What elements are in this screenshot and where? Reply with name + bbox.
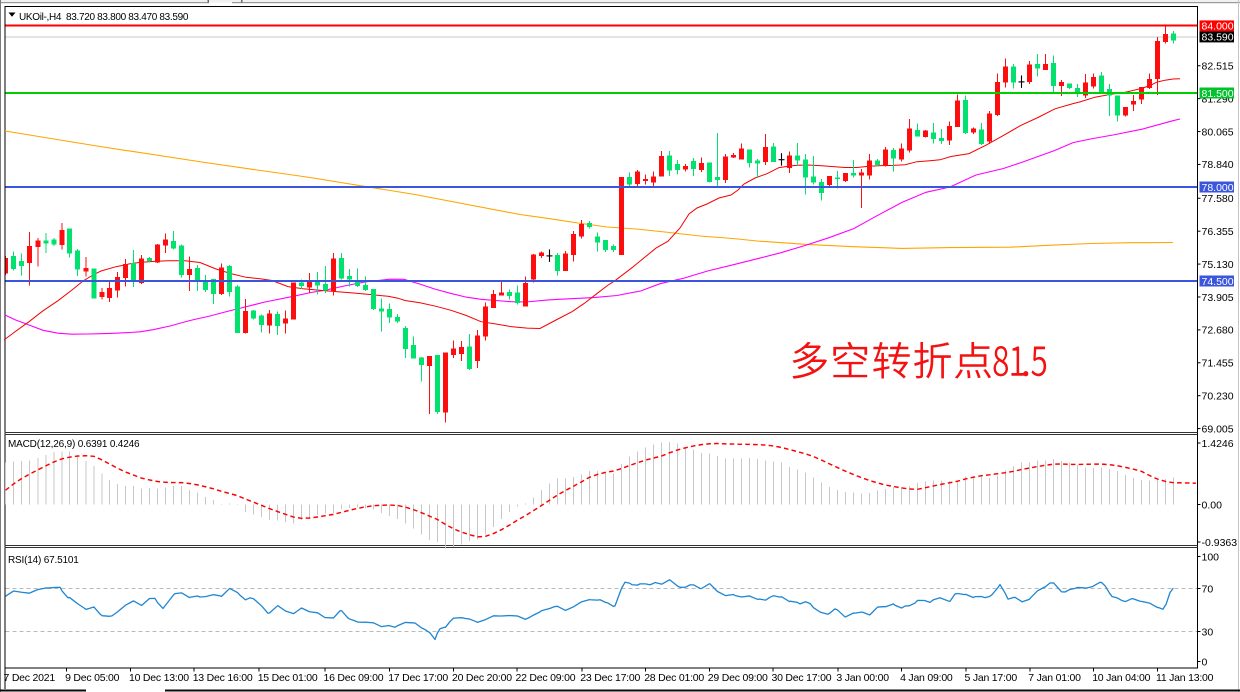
svg-text:71.455: 71.455 xyxy=(1202,358,1234,370)
svg-text:17 Dec 17:00: 17 Dec 17:00 xyxy=(388,672,448,684)
svg-text:82.515: 82.515 xyxy=(1202,61,1234,73)
svg-text:RSI(14) 67.5101: RSI(14) 67.5101 xyxy=(8,555,79,566)
svg-text:3 Jan 00:00: 3 Jan 00:00 xyxy=(836,672,889,684)
svg-text:MACD(12,26,9) 0.6391 0.4246: MACD(12,26,9) 0.6391 0.4246 xyxy=(8,439,140,450)
svg-text:81.500: 81.500 xyxy=(1202,88,1234,100)
svg-text:73.905: 73.905 xyxy=(1202,292,1234,304)
svg-text:7 Dec 2021: 7 Dec 2021 xyxy=(4,672,56,684)
svg-text:0: 0 xyxy=(1202,656,1208,668)
svg-text:76.355: 76.355 xyxy=(1202,226,1234,238)
svg-text:28 Dec 01:00: 28 Dec 01:00 xyxy=(644,672,704,684)
svg-text:4 Jan 09:00: 4 Jan 09:00 xyxy=(900,672,953,684)
svg-text:78.840: 78.840 xyxy=(1202,159,1234,171)
svg-text:80.065: 80.065 xyxy=(1202,126,1234,138)
svg-text:78.000: 78.000 xyxy=(1202,182,1234,194)
svg-text:70.230: 70.230 xyxy=(1202,390,1234,402)
svg-text:30: 30 xyxy=(1202,626,1214,638)
svg-text:0.00: 0.00 xyxy=(1202,499,1223,511)
svg-text:75.130: 75.130 xyxy=(1202,259,1234,271)
svg-text:30 Dec 17:00: 30 Dec 17:00 xyxy=(772,672,832,684)
svg-text:100: 100 xyxy=(1202,551,1220,563)
svg-text:11 Jan 13:00: 11 Jan 13:00 xyxy=(1156,672,1214,684)
svg-text:9 Dec 05:00: 9 Dec 05:00 xyxy=(65,672,120,684)
svg-text:10 Jan 04:00: 10 Jan 04:00 xyxy=(1092,672,1150,684)
svg-text:84.000: 84.000 xyxy=(1202,21,1234,33)
svg-text:7 Jan 01:00: 7 Jan 01:00 xyxy=(1028,672,1081,684)
svg-text:83.590: 83.590 xyxy=(1202,32,1234,44)
svg-text:16 Dec 09:00: 16 Dec 09:00 xyxy=(324,672,384,684)
svg-text:1.4246: 1.4246 xyxy=(1202,438,1234,450)
svg-text:74.500: 74.500 xyxy=(1202,276,1234,288)
svg-text:69.005: 69.005 xyxy=(1202,423,1234,435)
svg-text:10 Dec 13:00: 10 Dec 13:00 xyxy=(129,672,189,684)
svg-text:5 Jan 17:00: 5 Jan 17:00 xyxy=(965,672,1018,684)
svg-text:29 Dec 09:00: 29 Dec 09:00 xyxy=(708,672,768,684)
svg-text:72.680: 72.680 xyxy=(1202,325,1234,337)
svg-text:-0.9363: -0.9363 xyxy=(1202,537,1238,549)
svg-text:13 Dec 16:00: 13 Dec 16:00 xyxy=(193,672,253,684)
svg-text:20 Dec 20:00: 20 Dec 20:00 xyxy=(452,672,512,684)
svg-text:70: 70 xyxy=(1202,583,1214,595)
svg-text:23 Dec 17:00: 23 Dec 17:00 xyxy=(580,672,640,684)
svg-text:77.580: 77.580 xyxy=(1202,193,1234,205)
svg-text:22 Dec 09:00: 22 Dec 09:00 xyxy=(516,672,576,684)
svg-text:15 Dec 01:00: 15 Dec 01:00 xyxy=(258,672,318,684)
svg-text:UKOil-,H4 83.720 83.800 83.47: UKOil-,H4 83.720 83.800 83.470 83.590 xyxy=(19,12,189,23)
